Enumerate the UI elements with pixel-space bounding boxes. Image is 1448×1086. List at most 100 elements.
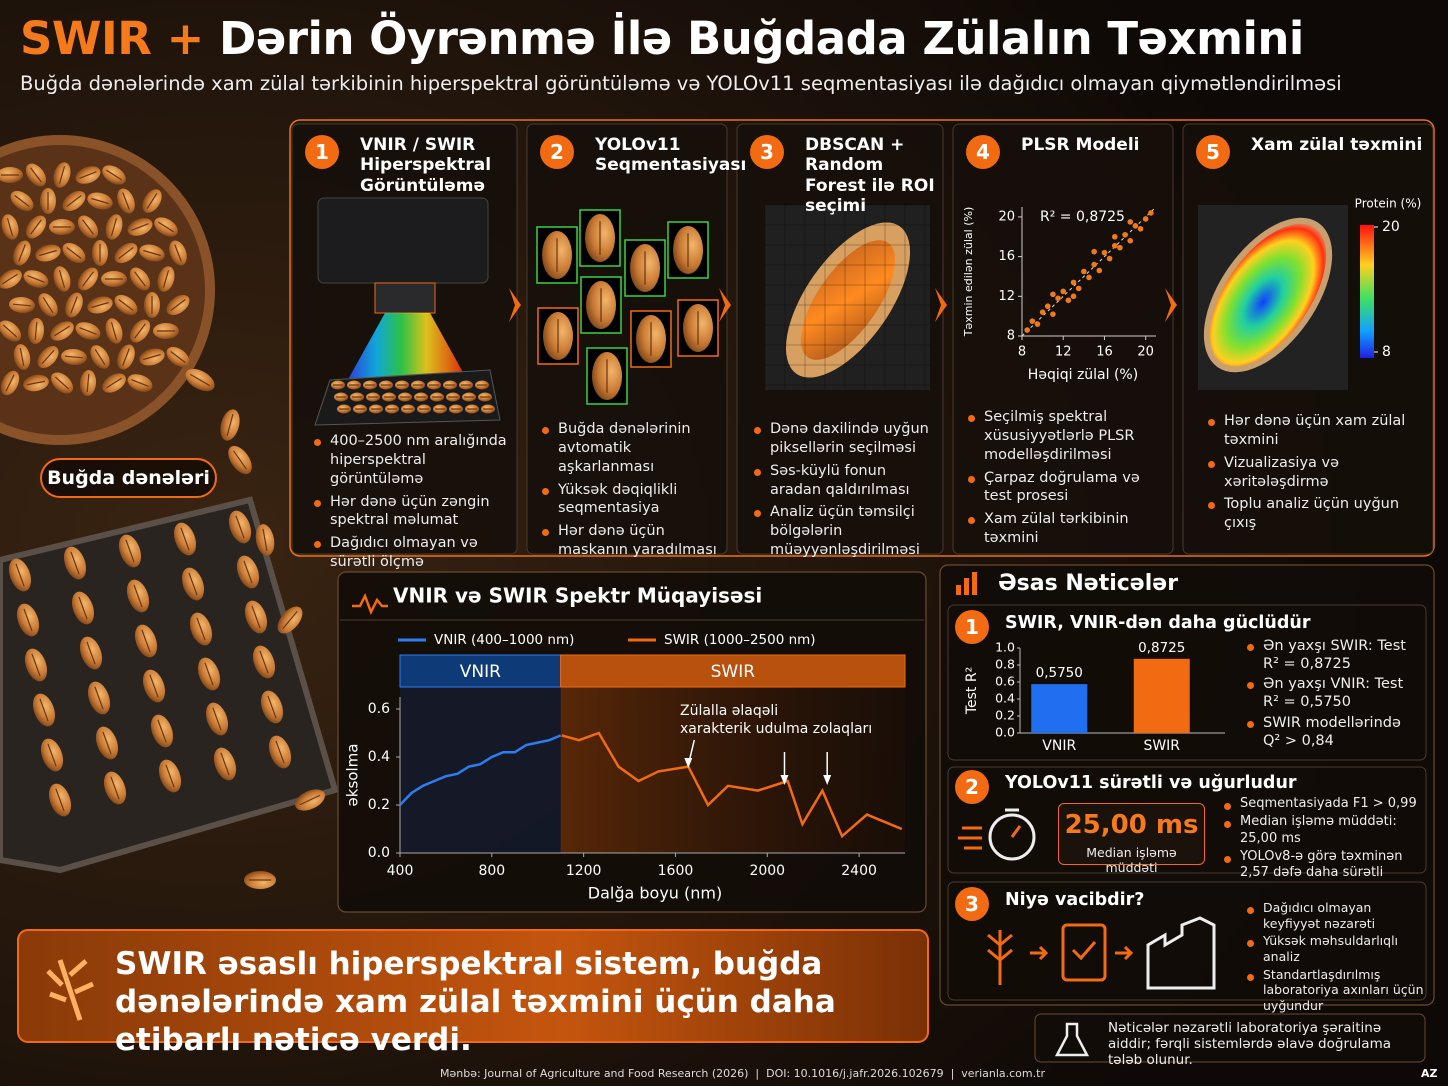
wheat-icon bbox=[46, 959, 95, 1021]
grain-crease bbox=[2, 324, 18, 338]
conclusion: SWIR əsaslı hiperspektral sistem, buğda … bbox=[115, 946, 836, 1058]
result-number: 2 bbox=[955, 770, 989, 804]
point bbox=[1075, 285, 1082, 292]
annotation-arrowhead bbox=[684, 758, 693, 768]
grain-crease bbox=[58, 270, 66, 288]
point bbox=[1106, 255, 1113, 262]
y-tick-label: 1.0 bbox=[995, 640, 1015, 655]
annotation-arrowhead bbox=[823, 775, 832, 785]
y-tick-label: 12 bbox=[998, 289, 1015, 304]
chart-title: VNIR və SWIR Spektr Müqayisəsi bbox=[393, 584, 762, 608]
grain-crease bbox=[174, 244, 182, 262]
factory-icon bbox=[1146, 916, 1216, 990]
point bbox=[1039, 309, 1046, 315]
bullet: Seçilmiş spektral xüsusiyyətlərlə PLSR m… bbox=[966, 408, 1161, 465]
bullet: Seqmentasiyada F1 > 0,99 bbox=[1222, 796, 1427, 812]
metric-box: 25,00 ms Median işləmə müddəti bbox=[1058, 803, 1205, 875]
grain-crease bbox=[54, 376, 70, 390]
x-tick-label: 8 bbox=[1018, 345, 1026, 360]
grain-crease bbox=[165, 764, 175, 788]
y-tick-label: 0.8 bbox=[995, 657, 1015, 672]
step-number: 1 bbox=[305, 135, 339, 169]
bullet: Standartlaşdırılmış laboratoriya axınlar… bbox=[1245, 967, 1430, 1014]
step-number: 3 bbox=[750, 135, 784, 169]
y-axis-label: Təxmin edilən zülal (%) bbox=[962, 207, 975, 337]
grain-crease bbox=[259, 650, 269, 674]
bullet: Buğda dənələrinin avtomatik aşkarlanması bbox=[540, 420, 720, 477]
grain-crease bbox=[105, 377, 123, 389]
grain-crease bbox=[170, 351, 186, 363]
point bbox=[1044, 303, 1051, 310]
grain-crease bbox=[134, 271, 146, 287]
grain-crease bbox=[149, 674, 159, 698]
bullet: Analiz üçün təmsilçi bölgələrin müəyyənl… bbox=[752, 503, 937, 560]
point bbox=[1029, 318, 1036, 324]
point bbox=[1034, 321, 1041, 327]
step-number: 2 bbox=[540, 135, 574, 169]
legend-label: VNIR (400–1000 nm) bbox=[434, 632, 574, 648]
grain-crease bbox=[42, 296, 54, 314]
grain-crease bbox=[70, 296, 78, 314]
icon-part bbox=[988, 813, 1036, 861]
x-tick-label: 1200 bbox=[566, 863, 602, 879]
region-label: VNIR bbox=[460, 662, 501, 682]
grain-crease bbox=[235, 515, 245, 539]
result-bullets: Seqmentasiyada F1 > 0,99 Median işləmə mü… bbox=[1222, 796, 1427, 883]
point bbox=[1086, 274, 1092, 281]
title: SWIR + Dərin Öyrənmə İlə Buğdada Zülalın… bbox=[20, 12, 1304, 66]
point bbox=[1117, 244, 1123, 251]
grain-crease bbox=[79, 171, 97, 179]
x-tick-label: 16 bbox=[1096, 345, 1113, 360]
grain-crease bbox=[251, 605, 261, 629]
grain-crease bbox=[1, 273, 19, 285]
grain-crease bbox=[86, 641, 96, 665]
x-tick-label: VNIR bbox=[1042, 738, 1076, 754]
region-band bbox=[560, 654, 906, 688]
step-title: YOLOv11 Seqmentasiyası bbox=[595, 135, 747, 176]
step-title: VNIR / SWIR Hiperspektral Görüntüləmə bbox=[360, 135, 492, 196]
bar-value-label: 0,5750 bbox=[1036, 665, 1083, 681]
result-card bbox=[947, 766, 1427, 874]
y-axis-label: Test R² bbox=[964, 667, 980, 715]
result-bullets: Dağıdıcı olmayan keyfiyyət nəzarəti Yüksə… bbox=[1245, 900, 1430, 1015]
result-number: 1 bbox=[955, 610, 989, 644]
tray bbox=[0, 496, 339, 874]
subtitle: Buğda dənələrində xam zülal tərkibinin h… bbox=[20, 72, 1342, 95]
flow-arrow bbox=[1165, 288, 1177, 322]
grain-crease bbox=[15, 563, 25, 587]
grain-crease bbox=[110, 776, 120, 800]
bullet: Yüksək məhsuldarlıqlı analiz bbox=[1245, 933, 1430, 964]
arrow-icon bbox=[1115, 945, 1134, 961]
result-title: Niyə vacibdir? bbox=[1005, 890, 1145, 910]
grain-crease bbox=[18, 244, 26, 262]
grain-crease bbox=[275, 740, 285, 764]
point bbox=[1148, 210, 1154, 216]
result-card bbox=[947, 881, 1427, 1001]
note-box bbox=[1034, 1013, 1426, 1063]
legend-label: SWIR (1000–2500 nm) bbox=[664, 632, 816, 648]
grain-crease bbox=[6, 218, 14, 236]
x-tick-label: SWIR bbox=[1143, 738, 1180, 754]
grain-crease bbox=[134, 323, 146, 339]
point bbox=[1127, 219, 1134, 225]
bullet: Hər dənə üçün maskanın yaradılması bbox=[540, 522, 720, 560]
point bbox=[1111, 233, 1118, 240]
step-bullets: 400–2500 nm aralığında hiperspektral gör… bbox=[312, 432, 512, 576]
series-line bbox=[399, 734, 562, 806]
y-tick-label: 0.0 bbox=[995, 725, 1015, 740]
result-title: YOLOv11 sürətli və uğurludur bbox=[1005, 773, 1297, 793]
point bbox=[1081, 268, 1087, 275]
point bbox=[1122, 231, 1128, 238]
series-line bbox=[561, 731, 903, 839]
x-tick-label: 20 bbox=[1137, 345, 1154, 360]
y-tick-label: 16 bbox=[998, 249, 1015, 264]
x-tick-label: 2000 bbox=[749, 863, 785, 879]
grain-crease bbox=[41, 349, 55, 365]
flow-arrow bbox=[509, 288, 521, 322]
step-bullets: Dənə daxilində uyğun piksellərin seçilmə… bbox=[752, 420, 937, 564]
x-axis-label: Dalğa boyu (nm) bbox=[588, 884, 722, 903]
language: AZ bbox=[1421, 1067, 1438, 1080]
grain-crease bbox=[141, 629, 151, 653]
bullet: SWIR modellərində Q² > 0,84 bbox=[1245, 714, 1420, 750]
point bbox=[1101, 249, 1108, 256]
